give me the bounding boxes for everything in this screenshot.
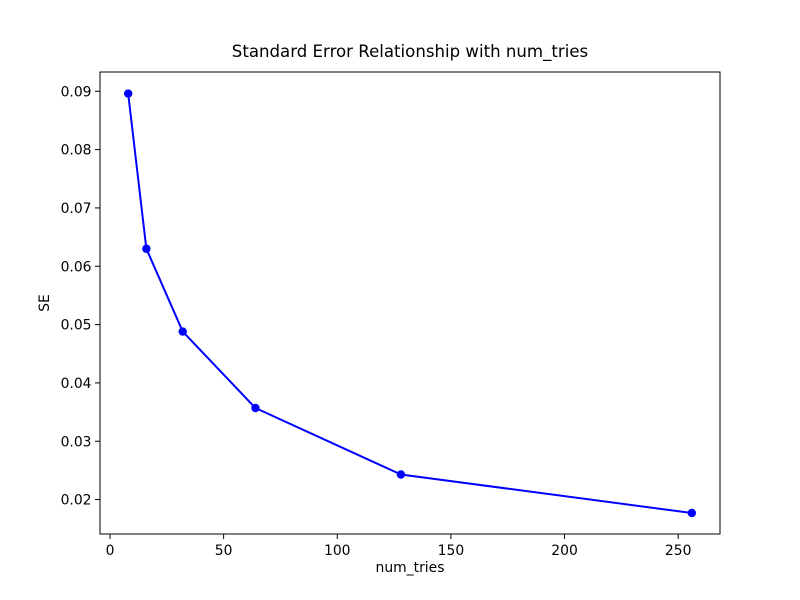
chart-title: Standard Error Relationship with num_tri… [231,42,589,61]
y-tick-label: 0.09 [61,84,92,100]
data-point [251,403,260,413]
x-tick-label: 50 [215,543,233,559]
x-tick-label: 100 [324,543,351,559]
data-point [178,327,187,336]
x-tick-label: 0 [106,543,115,559]
x-tick-label: 150 [438,543,465,559]
se-line [127,92,693,514]
data-point [396,470,406,479]
data-point [123,89,133,98]
x-axis-label: num_tries [375,560,445,576]
x-tick-label: 200 [551,543,578,559]
data-point [142,244,151,253]
y-tick-label: 0.05 [61,318,92,334]
y-tick-label: 0.06 [61,259,92,275]
x-tick-label: 250 [665,543,692,559]
data-point [687,508,697,518]
axes-spines [99,71,721,535]
y-tick-label: 0.03 [61,434,92,450]
y-tick-label: 0.02 [61,493,92,509]
y-tick-label: 0.04 [61,376,92,392]
y-tick-label: 0.08 [61,143,92,159]
y-tick-label: 0.07 [61,201,92,217]
